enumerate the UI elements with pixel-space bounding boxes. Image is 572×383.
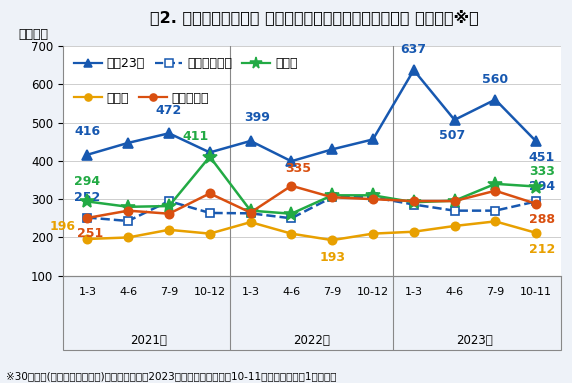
Text: 2022年: 2022年 — [293, 334, 330, 347]
Text: 7-9: 7-9 — [323, 286, 341, 297]
Text: 251: 251 — [77, 227, 104, 240]
Text: 335: 335 — [285, 162, 311, 175]
Text: 2023年: 2023年 — [456, 334, 493, 347]
Text: 411: 411 — [182, 130, 209, 143]
Text: （万円）: （万円） — [18, 28, 48, 41]
Text: 10-12: 10-12 — [194, 286, 226, 297]
Text: ※30㎡未満(ワンルームタイプ)の住戸は除く。2023年の最終データのみ10-11月　（出典：図1と同様）: ※30㎡未満(ワンルームタイプ)の住戸は除く。2023年の最終データのみ10-1… — [6, 371, 336, 381]
Text: 399: 399 — [245, 111, 271, 124]
Text: 637: 637 — [401, 43, 427, 56]
Text: 196: 196 — [49, 221, 76, 233]
Text: 7-9: 7-9 — [160, 286, 178, 297]
Text: 333: 333 — [529, 165, 555, 178]
Text: 図2. 首都圏主要都市別 新築マンションの平均坪単価推移 （四半期※）: 図2. 首都圏主要都市別 新築マンションの平均坪単価推移 （四半期※） — [150, 10, 479, 25]
Text: 252: 252 — [74, 191, 101, 204]
Text: 294: 294 — [74, 175, 101, 188]
Text: 1-3: 1-3 — [241, 286, 260, 297]
Text: 193: 193 — [319, 251, 345, 264]
Text: 7-9: 7-9 — [486, 286, 505, 297]
Text: 1-3: 1-3 — [405, 286, 423, 297]
Text: 4-6: 4-6 — [283, 286, 300, 297]
Text: 507: 507 — [439, 129, 465, 142]
Text: 451: 451 — [529, 151, 555, 164]
Legend: 千葉市, さいたま市: 千葉市, さいたま市 — [69, 87, 214, 110]
Text: 2021年: 2021年 — [130, 334, 167, 347]
Text: 10-12: 10-12 — [357, 286, 389, 297]
Text: 212: 212 — [529, 244, 555, 257]
Text: 10-11: 10-11 — [520, 286, 552, 297]
Text: 560: 560 — [482, 73, 509, 86]
Text: 294: 294 — [529, 180, 555, 193]
Text: 416: 416 — [74, 125, 101, 138]
Text: 288: 288 — [529, 213, 555, 226]
Text: 4-6: 4-6 — [119, 286, 137, 297]
Text: 472: 472 — [156, 104, 182, 116]
Text: 1-3: 1-3 — [78, 286, 97, 297]
Text: 4-6: 4-6 — [446, 286, 463, 297]
